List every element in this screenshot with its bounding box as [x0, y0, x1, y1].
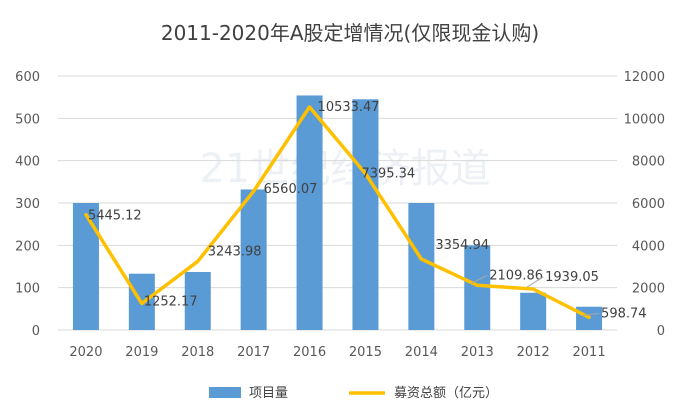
x-tick-label: 2018 — [181, 345, 214, 360]
bar-series — [72, 95, 603, 331]
left-tick-label: 500 — [15, 112, 40, 127]
right-tick-label: 10000 — [624, 112, 665, 127]
bar — [184, 272, 211, 330]
legend-label: 募资总额（亿元） — [394, 386, 498, 401]
data-label: 3354.94 — [435, 238, 489, 253]
bar — [520, 292, 547, 330]
data-label: 5445.12 — [88, 209, 142, 224]
leader-line — [471, 274, 488, 284]
right-tick-label: 0 — [657, 324, 665, 339]
bar — [464, 245, 491, 330]
data-label: 1252.17 — [144, 294, 198, 309]
x-tick-label: 2011 — [573, 345, 606, 360]
x-tick-label: 2013 — [461, 345, 494, 360]
right-tick-label: 6000 — [632, 197, 665, 212]
bar — [72, 203, 99, 330]
line-path — [84, 105, 591, 320]
data-label: 1939.05 — [545, 270, 599, 285]
data-label: 598.74 — [601, 306, 647, 321]
data-label: 3243.98 — [208, 244, 262, 259]
legend-swatch-bar — [209, 387, 241, 398]
data-labels: 5445.12 1252.17 3243.98 6560.07 10533.47 7395… — [88, 100, 647, 321]
bar — [296, 95, 323, 331]
left-tick-label: 200 — [15, 239, 40, 254]
right-tick-label: 8000 — [632, 155, 665, 170]
line-series — [84, 105, 591, 320]
data-label: 2109.86 — [489, 268, 543, 283]
data-label: 6560.07 — [264, 182, 318, 197]
leader-line — [526, 276, 544, 288]
data-label: 7395.34 — [361, 166, 415, 181]
left-tick-label: 400 — [15, 155, 40, 170]
left-tick-label: 0 — [32, 324, 40, 339]
right-tick-label: 4000 — [632, 239, 665, 254]
x-tick-label: 2020 — [69, 345, 102, 360]
x-axis: 2020 2019 2018 2017 2016 2015 2014 2013 2012 2011 — [69, 345, 605, 360]
left-tick-label: 600 — [15, 70, 40, 85]
bar — [352, 99, 379, 331]
right-axis: 0 2000 4000 6000 8000 10000 12000 — [624, 70, 665, 339]
legend: 项目量 募资总额（亿元） — [209, 386, 498, 401]
bar — [408, 203, 435, 330]
data-label: 10533.47 — [318, 100, 380, 115]
x-tick-label: 2014 — [405, 345, 438, 360]
leader-line — [582, 312, 600, 316]
right-tick-label: 12000 — [624, 70, 665, 85]
left-axis: 0 100 200 300 400 500 600 — [15, 70, 40, 339]
x-tick-label: 2016 — [293, 345, 326, 360]
x-tick-label: 2015 — [349, 345, 382, 360]
legend-label: 项目量 — [249, 386, 288, 401]
bar — [240, 189, 267, 330]
x-tick-label: 2012 — [517, 345, 550, 360]
x-tick-label: 2019 — [125, 345, 158, 360]
left-tick-label: 300 — [15, 197, 40, 212]
x-tick-label: 2017 — [237, 345, 270, 360]
watermark: 21世纪经济报道 — [200, 146, 491, 192]
left-tick-label: 100 — [15, 282, 40, 297]
chart-title: 2011-2020年A股定增情况(仅限现金认购) — [161, 21, 539, 45]
right-tick-label: 2000 — [632, 282, 665, 297]
